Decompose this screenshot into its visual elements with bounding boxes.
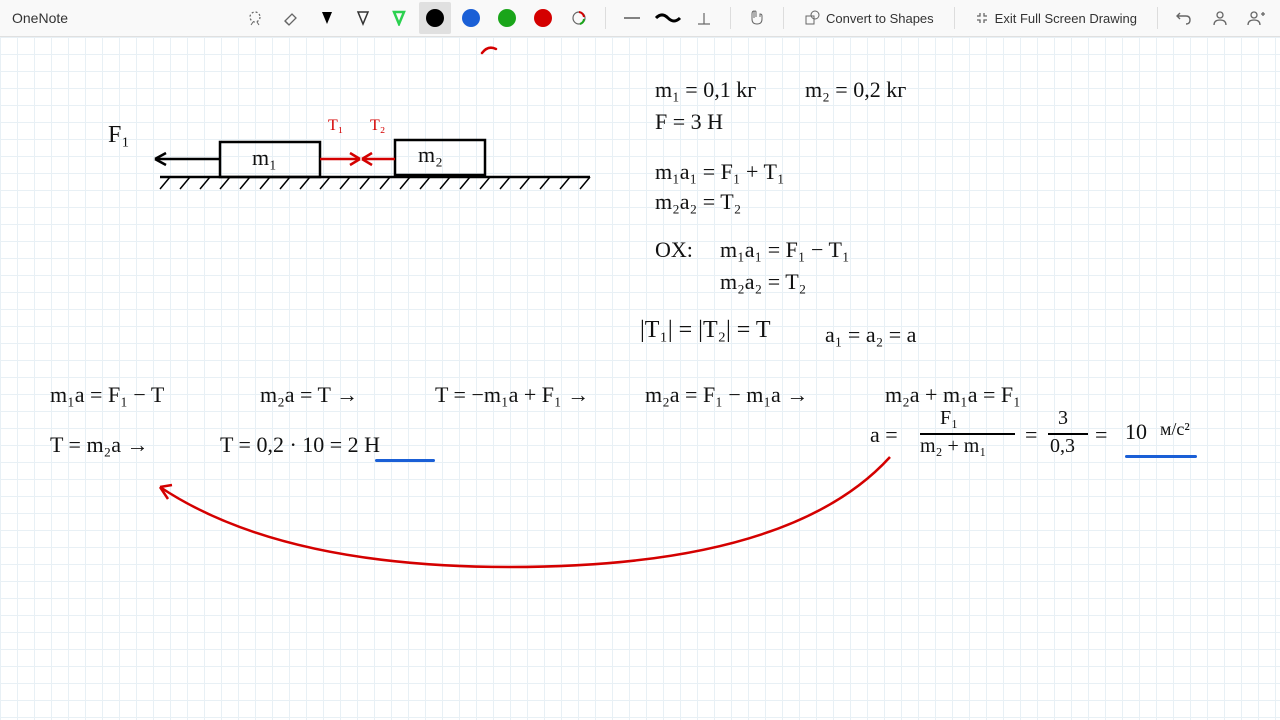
app-title: OneNote <box>8 10 80 26</box>
eq-ox: OX: <box>655 237 693 263</box>
toolbar: OneNote Convert to Shapes Exi <box>0 0 1280 37</box>
pen-thin-outline[interactable] <box>347 2 379 34</box>
exit-fullscreen-button[interactable]: Exit Full Screen Drawing <box>965 2 1147 34</box>
given-m1: m₁ = 0,1 kг <box>655 77 756 103</box>
stroke-thin[interactable] <box>616 2 648 34</box>
eq-a-num: 3 <box>1058 407 1068 430</box>
eq-l11: T = m₂a → <box>50 432 149 458</box>
lasso-select-tool[interactable] <box>239 2 271 34</box>
convert-to-shapes-button[interactable]: Convert to Shapes <box>794 2 944 34</box>
snap-perpendicular[interactable] <box>688 2 720 34</box>
shapes-icon <box>804 10 820 26</box>
eq-l4: m₂a₂ = T₂ <box>720 269 806 295</box>
color-blue[interactable] <box>455 2 487 34</box>
eq-a-den: 0,3 <box>1050 435 1075 458</box>
physics-diagram <box>100 107 600 237</box>
exit-label: Exit Full Screen Drawing <box>995 11 1137 26</box>
eq-l5b: a₁ = a₂ = a <box>825 322 916 348</box>
eq-l3: m₁a₁ = F₁ − T₁ <box>720 237 850 263</box>
highlighter-tool[interactable] <box>383 2 415 34</box>
eq-equals3: = <box>1095 422 1107 448</box>
stroke-wave[interactable] <box>652 2 684 34</box>
color-black[interactable] <box>419 2 451 34</box>
eq-a-eq: a = <box>870 422 898 448</box>
eq-l6: m₁a = F₁ − T <box>50 382 164 408</box>
red-arrow-back <box>150 447 900 587</box>
given-m2: m₂ = 0,2 kг <box>805 77 906 103</box>
undo-button[interactable] <box>1168 2 1200 34</box>
eq-a-res: 10 <box>1125 419 1147 445</box>
color-picker[interactable] <box>563 2 595 34</box>
underline-10 <box>1125 455 1197 458</box>
eq-l9: m₂a = F₁ − m₁a → <box>645 382 808 408</box>
eq-l5: |T₁| = |T₂| = T <box>640 317 771 344</box>
eq-equals2: = <box>1025 422 1037 448</box>
eq-l2: m₂a₂ = T₂ <box>655 189 741 215</box>
eraser-tool[interactable] <box>275 2 307 34</box>
label-m1: m₁ <box>252 145 277 171</box>
color-green[interactable] <box>491 2 523 34</box>
collapse-icon <box>975 11 989 25</box>
pen-thin-black[interactable] <box>311 2 343 34</box>
eq-l1: m₁a₁ = F₁ + T₁ <box>655 159 785 185</box>
ink-layer: F₁ m₁ m₂ T₁ T₂ m₁ = 0,1 kг m₂ = 0,2 kг F… <box>0 37 1280 720</box>
eq-l8: T = −m₁a + F₁ → <box>435 382 589 408</box>
label-t1: T₁ <box>328 117 343 135</box>
eq-l10: m₂a + m₁a = F₁ <box>885 382 1021 408</box>
label-f1: F₁ <box>108 122 130 149</box>
drawing-canvas[interactable]: F₁ m₁ m₂ T₁ T₂ m₁ = 0,1 kг m₂ = 0,2 kг F… <box>0 37 1280 720</box>
label-t2: T₂ <box>370 117 385 135</box>
given-F: F = 3 H <box>655 109 723 135</box>
convert-label: Convert to Shapes <box>826 11 934 26</box>
touch-draw-toggle[interactable] <box>741 2 773 34</box>
label-m2: m₂ <box>418 142 443 168</box>
eq-a-bot: m₂ + m₁ <box>920 435 986 458</box>
add-user-icon[interactable] <box>1240 2 1272 34</box>
user-icon[interactable] <box>1204 2 1236 34</box>
color-red[interactable] <box>527 2 559 34</box>
eq-a-top: F₁ <box>940 407 958 430</box>
eq-l7: m₂a = T → <box>260 382 358 408</box>
eq-a-unit: м/с² <box>1160 419 1190 440</box>
